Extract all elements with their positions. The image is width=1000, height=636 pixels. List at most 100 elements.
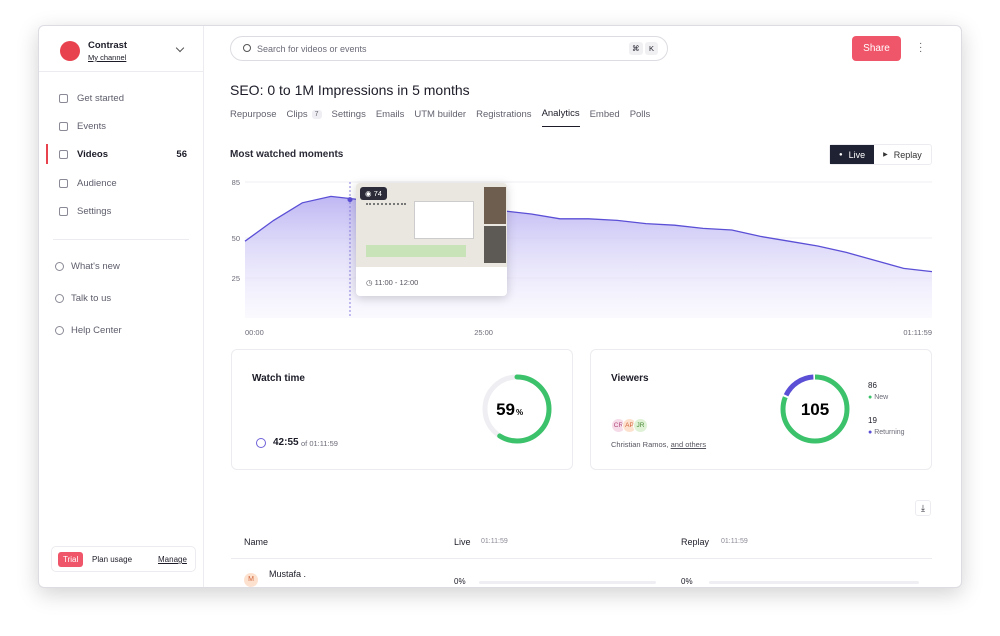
speaker <box>484 226 506 263</box>
tab-label: Embed <box>589 108 620 120</box>
row-name: Mustafa . <box>269 569 307 579</box>
help-label: What's new <box>71 260 120 272</box>
help-item[interactable]: Talk to us <box>51 288 191 308</box>
help-icon <box>55 293 64 303</box>
views-badge: ◉ 74 <box>360 187 387 200</box>
nav-icon <box>59 121 68 131</box>
legend-label: ● New <box>868 394 888 401</box>
y-tick-label: 50 <box>232 234 240 243</box>
moment-tooltip: ◉ 74 ◷ 11:00 - 12:00 <box>356 183 507 296</box>
views-value: 74 <box>373 189 382 198</box>
mode-label: Live <box>848 149 866 160</box>
more-menu[interactable]: · · · <box>919 38 923 57</box>
brand-chevron[interactable] <box>175 43 185 53</box>
legend-text: Returning <box>874 429 905 436</box>
column-header: Replay <box>681 537 710 547</box>
watch-total: of 01:11:59 <box>301 439 338 448</box>
row-replay: 0% <box>681 577 693 586</box>
brand-logo <box>60 41 80 61</box>
help-label: Help Center <box>71 324 122 336</box>
tab-label: Emails <box>375 108 405 120</box>
tab-count: 7 <box>311 109 322 119</box>
tab-label: Registrations <box>476 108 532 120</box>
brand-name: Contrast <box>88 40 128 51</box>
nav-item[interactable]: Audience <box>53 173 193 193</box>
tab[interactable]: Analytics <box>541 106 580 127</box>
mode-icon: ▶ <box>883 152 888 158</box>
active-indicator <box>46 144 48 164</box>
tab[interactable]: Repurpose <box>230 106 276 127</box>
tab[interactable]: Polls <box>630 106 651 127</box>
legend-dot: ● <box>868 394 875 401</box>
tab-label: UTM builder <box>414 108 467 120</box>
search-placeholder: Search for videos or events <box>257 44 367 54</box>
column-duration: 01:11:59 <box>481 538 508 545</box>
x-tick-label: 00:00 <box>245 328 264 337</box>
x-tick-label: 01:11:59 <box>903 328 932 337</box>
tab-label: Polls <box>629 108 651 120</box>
tab-bar: Repurpose Clips 7 Settings Emails UTM builder… <box>230 106 650 127</box>
speaker <box>484 187 506 224</box>
nav-label: Get started <box>77 92 124 104</box>
divider <box>53 239 189 240</box>
mode-icon: ● <box>839 151 843 158</box>
row-avatar: M <box>244 573 258 587</box>
progress-track <box>709 581 919 584</box>
legend-text: New <box>874 394 889 401</box>
slide-table <box>366 245 466 257</box>
nav-item[interactable]: Events <box>53 116 193 136</box>
nav-label: Videos <box>77 148 108 160</box>
nav-item[interactable]: Settings <box>53 201 193 221</box>
legend-value: 86 <box>868 381 877 390</box>
nav-icon <box>59 93 68 103</box>
card-title: Watch time <box>252 373 305 384</box>
row-live: 0% <box>454 577 466 586</box>
divider <box>39 71 204 72</box>
column-header: Live <box>454 537 471 547</box>
nav-label: Settings <box>77 205 112 217</box>
help-item[interactable]: What's new <box>51 256 191 276</box>
watch-time-card: Watch time 42:55 of 01:11:59 <box>231 349 573 470</box>
tab[interactable]: Emails <box>376 106 405 127</box>
nav-item[interactable]: Videos 56 <box>46 144 193 164</box>
y-tick-label: 25 <box>232 274 240 283</box>
tab[interactable]: UTM builder <box>414 106 466 127</box>
shortcut-key: ⌘ <box>629 42 643 55</box>
help-item[interactable]: Help Center <box>51 320 191 340</box>
plan-badge: Trial <box>58 552 84 567</box>
mode-button[interactable]: ● Live <box>830 145 875 164</box>
tab[interactable]: Clips 7 <box>286 106 322 127</box>
mode-label: Replay <box>893 149 922 160</box>
avatar: JR <box>633 418 648 433</box>
tab[interactable]: Registrations <box>476 106 531 127</box>
section-title: Most watched moments <box>230 149 344 160</box>
channel-link[interactable]: My channel <box>88 53 127 62</box>
viewers-card: Viewers Christian Ramos, and others 86 ● … <box>590 349 932 470</box>
range-text: 11:00 - 12:00 <box>374 278 419 287</box>
viewer-names: Christian Ramos, and others <box>611 440 706 449</box>
help-icon <box>55 325 64 335</box>
nav-icon <box>59 178 68 188</box>
others-link[interactable]: and others <box>670 440 707 449</box>
tab[interactable]: Embed <box>590 106 620 127</box>
slide-text <box>366 203 406 243</box>
search-box[interactable]: Search for videos or events ⌘ K <box>230 36 668 61</box>
legend-dot: ● <box>868 429 875 436</box>
mode-button[interactable]: ▶ Replay <box>874 145 931 164</box>
viewer-name: Christian Ramos, <box>611 440 669 449</box>
plan-label: Plan usage <box>92 555 133 564</box>
nav-label: Events <box>77 120 107 132</box>
nav-icon <box>59 206 68 216</box>
nav-count: 56 <box>176 148 187 160</box>
area-fill <box>245 196 932 318</box>
download-button[interactable]: ⤓ <box>915 500 931 516</box>
nav-item[interactable]: Get started <box>53 88 193 108</box>
search-icon <box>243 44 251 52</box>
tab[interactable]: Settings <box>332 106 366 127</box>
mode-toggle: ● Live ▶ Replay <box>829 144 932 165</box>
share-button[interactable]: Share <box>852 36 901 61</box>
page-title: SEO: 0 to 1M Impressions in 5 months <box>230 82 470 98</box>
plan-manage[interactable]: Manage <box>158 555 187 564</box>
sidebar: Contrast My channel Trial Plan usage Man… <box>39 26 204 587</box>
highlight-dot <box>347 197 353 203</box>
